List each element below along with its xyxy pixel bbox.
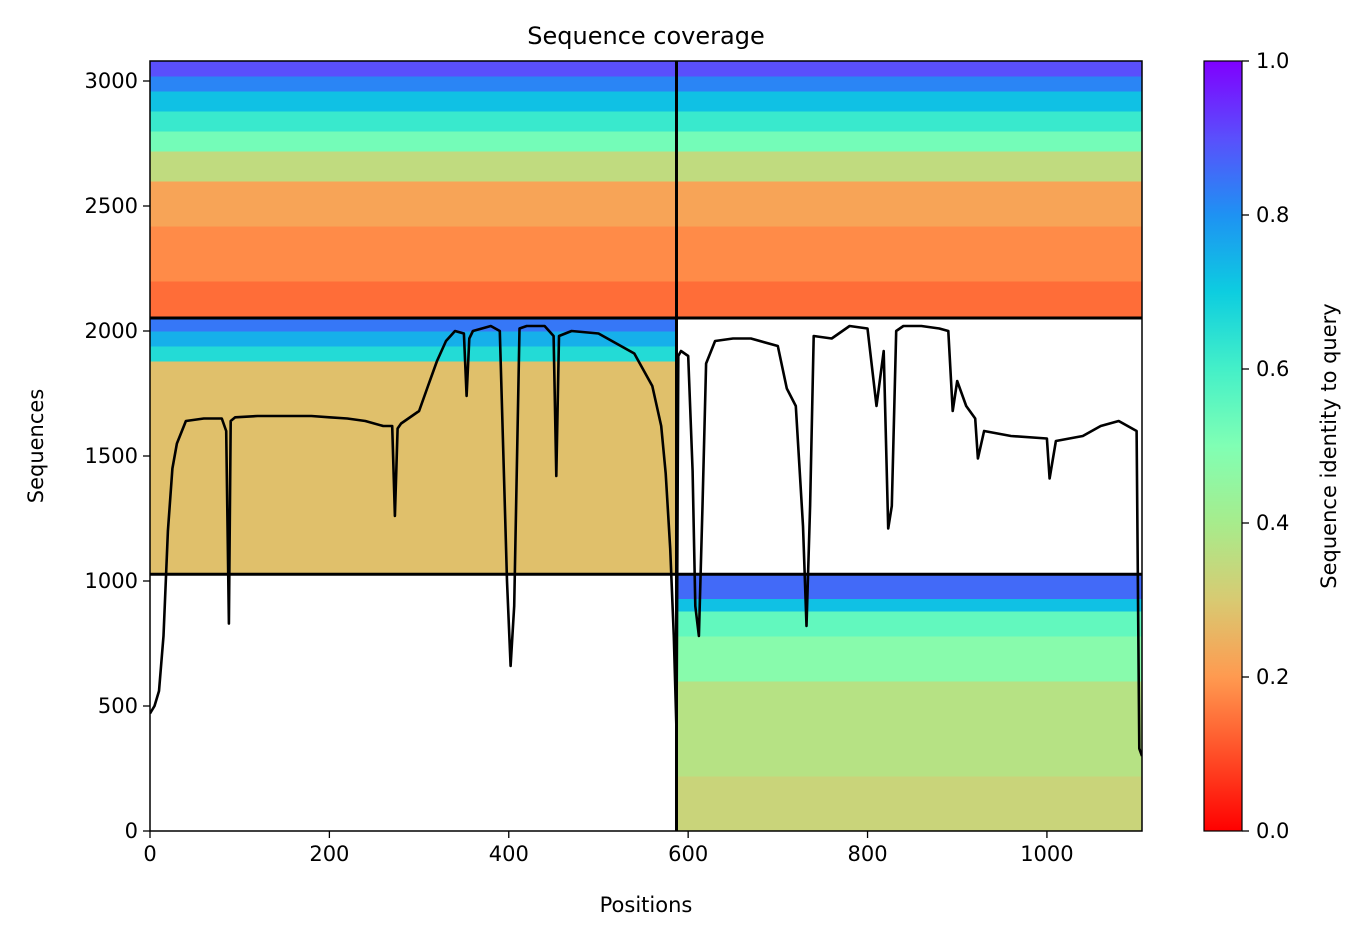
identity-band: [676, 598, 1142, 612]
identity-band: [150, 111, 1142, 132]
colorbar-tick-label: 0.6: [1256, 357, 1289, 381]
colorbar-tick-label: 0.4: [1256, 511, 1289, 535]
identity-band: [150, 346, 677, 362]
x-tick-label: 400: [489, 842, 529, 866]
identity-band: [150, 131, 1142, 152]
identity-band: [150, 181, 1142, 227]
x-tick-label: 1000: [1020, 842, 1073, 866]
x-tick-label: 800: [847, 842, 887, 866]
x-axis-label: Positions: [600, 893, 693, 917]
y-axis-label: Sequences: [24, 389, 48, 504]
y-tick-label: 0: [125, 819, 138, 843]
x-axis-ticks: 0 200 400 600 800 1000: [143, 831, 1074, 866]
x-tick-label: 0: [143, 842, 156, 866]
colorbar-tick-label: 0.8: [1256, 203, 1289, 227]
identity-band: [150, 61, 1142, 77]
identity-band: [150, 281, 1142, 319]
y-tick-label: 1000: [85, 569, 138, 593]
heatmap-block-2: [676, 574, 1142, 831]
y-tick-label: 2500: [85, 194, 138, 218]
identity-band: [150, 361, 677, 575]
colorbar-tick-label: 1.0: [1256, 49, 1289, 73]
y-tick-label: 3000: [85, 69, 138, 93]
identity-band: [150, 318, 677, 332]
x-tick-label: 600: [668, 842, 708, 866]
heatmap-block-1: [150, 318, 677, 575]
plot-frame: [149, 60, 1143, 832]
identity-band: [676, 574, 1142, 599]
chart-title: Sequence coverage: [527, 22, 764, 50]
colorbar-tick-label: 0.2: [1256, 665, 1289, 689]
colorbar-ticks: 0.0 0.2 0.4 0.6 0.8 1.0: [1242, 49, 1289, 843]
colorbar-label: Sequence identity to query: [1317, 303, 1341, 588]
identity-band: [150, 331, 677, 347]
y-axis-ticks: 0 500 1000 1500 2000 2500 3000: [85, 69, 150, 843]
x-tick-label: 200: [309, 842, 349, 866]
heatmap-block-3: [150, 61, 1142, 319]
identity-band: [676, 636, 1142, 682]
identity-band: [150, 151, 1142, 182]
identity-band: [150, 76, 1142, 92]
coverage-heatmap: [150, 61, 1142, 831]
coverage-line: [150, 324, 1142, 757]
identity-band: [150, 226, 1142, 282]
identity-band: [676, 681, 1142, 777]
identity-band: [676, 776, 1142, 831]
y-tick-label: 2000: [85, 319, 138, 343]
colorbar-tick-label: 0.0: [1256, 819, 1289, 843]
y-tick-label: 1500: [85, 444, 138, 468]
y-tick-label: 500: [98, 694, 138, 718]
coverage-line-layer: [150, 324, 1142, 757]
colorbar: [1203, 60, 1243, 832]
identity-band: [676, 611, 1142, 637]
identity-band: [150, 91, 1142, 112]
